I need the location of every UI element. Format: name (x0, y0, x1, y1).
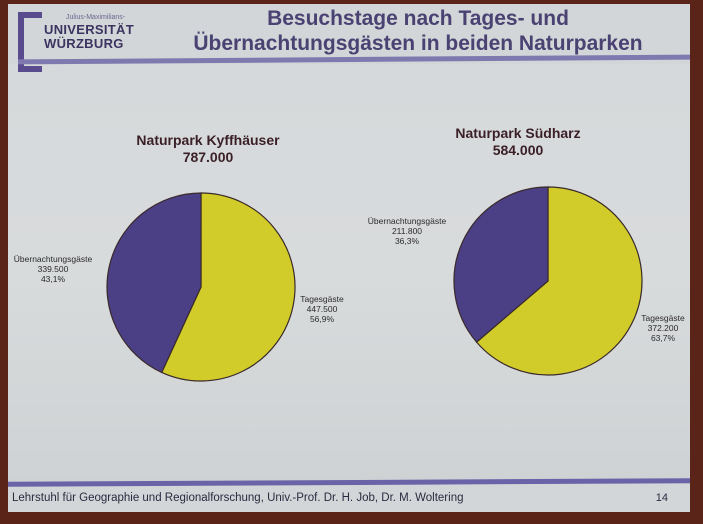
logo-bracket (18, 12, 42, 72)
chart2-label-uebernachtung: Übernachtungsgäste 211.800 36,3% (362, 216, 452, 246)
footer-text: Lehrstuhl für Geographie und Regionalfor… (12, 492, 464, 504)
logo-small-text: Julius-Maximilians- (66, 14, 126, 21)
chart2-pie (453, 186, 643, 376)
logo-line2: WÜRZBURG (44, 36, 124, 51)
title-line2: Übernachtungsgästen in beiden Naturparke… (193, 32, 643, 55)
chart2-total: 584.000 (492, 142, 544, 158)
label-value: 447.500 (306, 304, 338, 314)
title-line1: Besuchstage nach Tages- und (267, 7, 569, 30)
slice-tagesgaeste (475, 186, 643, 376)
label-name: Übernachtungsgäste (13, 254, 93, 264)
label-pct: 43,1% (40, 274, 66, 284)
slice-uebernachtungsgaeste (453, 186, 549, 343)
slide-title: Besuchstage nach Tages- und Übernachtung… (158, 6, 678, 56)
label-name: Tagesgäste (641, 313, 685, 323)
slice-uebernachtungsgaeste (106, 192, 202, 374)
label-pct: 56,9% (309, 314, 335, 324)
slide: Julius-Maximilians- UNIVERSITÄT WÜRZBURG… (7, 4, 692, 512)
label-value: 211.800 (391, 226, 423, 236)
slice-tagesgaeste (160, 192, 296, 382)
label-name: Tagesgäste (300, 294, 344, 304)
chart1-label-tages: Tagesgäste 447.500 56,9% (292, 294, 352, 324)
label-pct: 63,7% (650, 333, 676, 343)
chart1-total: 787.000 (182, 149, 234, 165)
chart2-title: Naturpark Südharz 584.000 (438, 125, 598, 159)
label-value: 372.200 (647, 323, 679, 333)
label-pct: 36,3% (394, 236, 420, 246)
chart1-name: Naturpark Kyffhäuser (136, 132, 280, 148)
chart1-pie (106, 192, 296, 382)
logo-line1: UNIVERSITÄT (44, 22, 134, 37)
label-name: Übernachtungsgäste (367, 216, 447, 226)
page-number: 14 (655, 492, 668, 504)
chart1-title: Naturpark Kyffhäuser 787.000 (108, 132, 308, 166)
chart2-label-tages: Tagesgäste 372.200 63,7% (634, 313, 692, 343)
label-value: 339.500 (37, 264, 69, 274)
chart1-label-uebernachtung: Übernachtungsgäste 339.500 43,1% (10, 254, 96, 284)
university-logo: Julius-Maximilians- UNIVERSITÄT WÜRZBURG (18, 12, 136, 72)
chart2-name: Naturpark Südharz (455, 125, 581, 141)
